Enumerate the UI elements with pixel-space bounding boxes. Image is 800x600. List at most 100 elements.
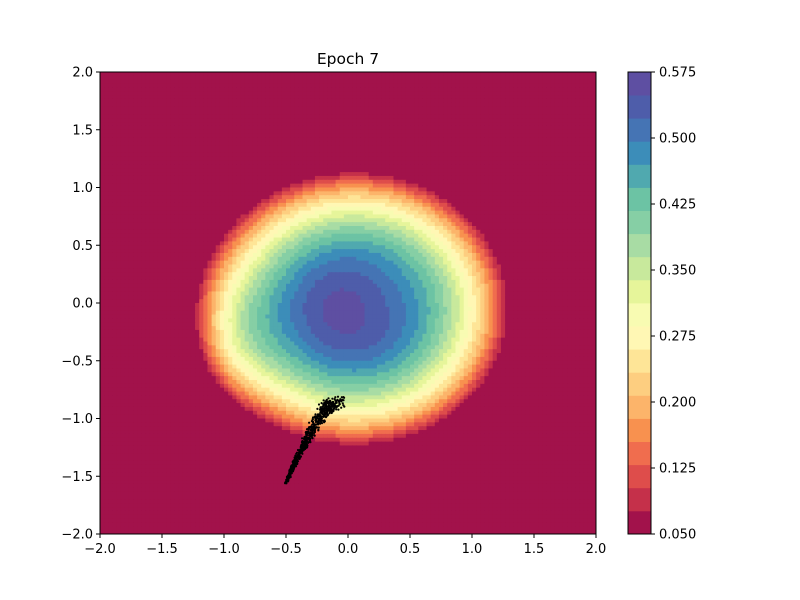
contour-cell bbox=[261, 160, 266, 165]
contour-cell bbox=[257, 149, 262, 154]
contour-cell bbox=[211, 183, 217, 189]
contour-cell bbox=[571, 222, 576, 227]
contour-cell bbox=[418, 118, 423, 123]
contour-cell bbox=[290, 175, 295, 181]
contour-cell bbox=[199, 199, 204, 204]
contour-cell bbox=[141, 168, 147, 173]
contour-cell bbox=[236, 179, 242, 185]
contour-cell bbox=[352, 79, 357, 85]
contour-cell bbox=[591, 122, 596, 127]
contour-cell bbox=[145, 195, 151, 200]
contour-cell bbox=[190, 98, 196, 104]
contour-cell bbox=[298, 110, 304, 115]
contour-cell bbox=[352, 95, 357, 100]
contour-cell bbox=[323, 183, 328, 189]
contour-cell bbox=[232, 149, 237, 154]
contour-cell bbox=[199, 218, 204, 223]
contour-cell bbox=[195, 187, 200, 192]
contour-cell bbox=[199, 202, 204, 208]
contour-cell bbox=[265, 106, 271, 112]
contour-cell bbox=[575, 72, 581, 77]
contour-cell bbox=[517, 160, 523, 165]
contour-cell bbox=[224, 98, 229, 104]
contour-cell bbox=[203, 102, 209, 108]
contour-cell bbox=[546, 222, 552, 227]
contour-cell bbox=[298, 214, 304, 219]
contour-cell bbox=[145, 95, 151, 100]
contour-cell bbox=[228, 122, 233, 127]
contour-cell bbox=[422, 156, 428, 162]
contour-cell bbox=[364, 226, 370, 231]
contour-cell bbox=[261, 214, 266, 219]
contour-cell bbox=[397, 210, 403, 216]
contour-cell bbox=[141, 226, 147, 231]
contour-cell bbox=[211, 122, 217, 127]
contour-cell bbox=[215, 129, 221, 135]
contour-cell bbox=[534, 187, 539, 192]
contour-cell bbox=[488, 183, 494, 189]
contour-cell bbox=[410, 106, 415, 112]
contour-cell bbox=[269, 125, 275, 131]
contour-cell bbox=[372, 222, 378, 227]
contour-cell bbox=[162, 195, 167, 200]
contour-cell bbox=[455, 87, 461, 92]
contour-cell bbox=[410, 110, 415, 115]
contour-cell bbox=[149, 133, 155, 139]
contour-cell bbox=[149, 87, 155, 92]
contour-cell bbox=[534, 183, 539, 189]
contour-cell bbox=[339, 122, 345, 127]
contour-cell bbox=[290, 218, 295, 223]
contour-cell bbox=[484, 149, 490, 154]
contour-cell bbox=[372, 79, 378, 85]
contour-cell bbox=[211, 218, 217, 223]
contour-cell bbox=[104, 187, 109, 192]
contour-cell bbox=[236, 129, 242, 135]
contour-cell bbox=[240, 149, 246, 154]
contour-cell bbox=[529, 214, 535, 219]
contour-cell bbox=[306, 206, 312, 212]
contour-cell bbox=[162, 172, 167, 177]
contour-cell bbox=[348, 72, 353, 77]
contour-cell bbox=[252, 156, 258, 162]
contour-cell bbox=[583, 110, 589, 115]
contour-cell bbox=[100, 141, 105, 146]
contour-cell bbox=[124, 95, 130, 100]
contour-cell bbox=[509, 145, 514, 150]
contour-cell bbox=[534, 106, 539, 112]
contour-cell bbox=[314, 91, 320, 96]
contour-cell bbox=[166, 102, 171, 108]
contour-cell bbox=[430, 191, 436, 196]
contour-cell bbox=[385, 87, 390, 92]
contour-cell bbox=[240, 179, 246, 185]
contour-cell bbox=[248, 129, 254, 135]
contour-cell bbox=[286, 195, 291, 200]
contour-cell bbox=[587, 95, 593, 100]
contour-cell bbox=[372, 75, 378, 81]
contour-cell bbox=[257, 122, 262, 127]
contour-cell bbox=[294, 106, 299, 112]
contour-cell bbox=[157, 133, 163, 139]
contour-cell bbox=[319, 129, 324, 135]
contour-cell bbox=[558, 210, 564, 216]
contour-cell bbox=[488, 125, 494, 131]
contour-cell bbox=[339, 137, 345, 142]
contour-cell bbox=[211, 195, 217, 200]
contour-cell bbox=[327, 172, 333, 177]
contour-cell bbox=[434, 79, 440, 85]
contour-cell bbox=[199, 210, 204, 216]
contour-cell bbox=[558, 172, 564, 177]
contour-cell bbox=[455, 195, 461, 200]
contour-cell bbox=[534, 160, 539, 165]
contour-cell bbox=[157, 179, 163, 185]
contour-cell bbox=[368, 214, 374, 219]
contour-cell bbox=[538, 183, 543, 189]
contour-cell bbox=[145, 160, 151, 165]
contour-cell bbox=[410, 133, 415, 139]
contour-cell bbox=[232, 87, 237, 92]
contour-cell bbox=[343, 129, 349, 135]
contour-cell bbox=[438, 214, 444, 219]
contour-cell bbox=[591, 98, 596, 104]
contour-cell bbox=[488, 87, 494, 92]
contour-cell bbox=[525, 214, 531, 219]
contour-cell bbox=[575, 199, 581, 204]
